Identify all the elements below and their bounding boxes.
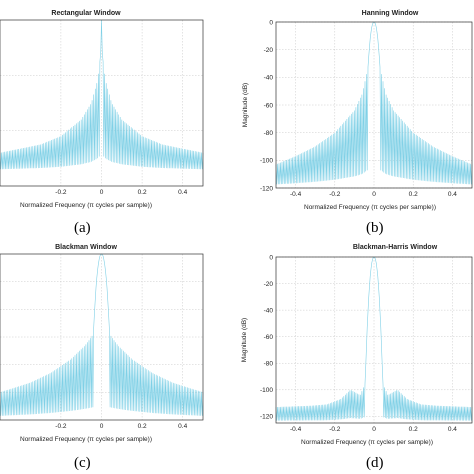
y-tick-label: -120 [260,414,273,421]
plot-frame [0,253,204,421]
x-tick-label: 0.2 [138,189,147,196]
y-tick-label: 0 [269,19,273,26]
y-tick-label: -80 [264,361,274,368]
x-axis-label: Normalized Frequency (π cycles per sampl… [304,204,436,211]
y-tick-label: -60 [264,102,274,109]
plot-frame [275,256,473,424]
x-tick-label: 0 [100,423,104,430]
x-axis-label: Normalized Frequency (π cycles per sampl… [20,436,152,443]
x-tick-label: -0.4 [290,426,302,433]
chart-title: Blackman-Harris Window [353,244,438,251]
x-axis-label: Normalized Frequency (π cycles per sampl… [20,202,152,209]
x-tick-label: 0 [372,191,376,198]
x-tick-label: -0.2 [55,423,67,430]
panel-label: (c) [74,455,91,471]
x-tick-label: 0.2 [409,426,418,433]
plot-frame [275,21,473,189]
panel-blackman-harris-window: Blackman-Harris Window Normalized Freque… [241,244,473,471]
x-tick-label: 0 [100,189,104,196]
x-axis-label: Normalized Frequency (π cycles per sampl… [301,439,433,446]
x-tick-label: 0.4 [448,426,457,433]
panel-blackman-window: Blackman Window Normalized Frequency (π … [0,244,204,471]
x-tick-label: -0.2 [329,191,341,198]
y-tick-label: -40 [264,307,274,314]
x-tick-label: -0.2 [55,189,67,196]
y-tick-label: -20 [264,281,274,288]
y-tick-label: -20 [264,47,274,54]
x-tick-label: 0.2 [138,423,147,430]
panel-label: (b) [366,220,384,236]
panel-label: (a) [74,220,91,236]
y-axis-label: Magnitude (dB) [241,318,248,362]
y-tick-label: -40 [264,75,274,82]
y-tick-label: 0 [269,254,273,261]
x-tick-label: -0.4 [290,191,302,198]
y-tick-label: -60 [264,334,274,341]
plot-frame [0,19,204,187]
x-tick-label: 0 [372,426,376,433]
panel-hanning-window: Hanning Window Normalized Frequency (π c… [242,10,473,236]
panel-rectangular-window: Rectangular Window Normalized Frequency … [0,10,204,236]
x-tick-label: 0.4 [448,191,457,198]
chart-title: Blackman Window [55,244,117,251]
panel-label: (d) [366,455,384,471]
y-tick-label: -120 [260,185,273,192]
x-tick-label: 0.4 [178,423,187,430]
chart-title: Hanning Window [362,10,419,17]
y-tick-label: -80 [264,130,274,137]
x-tick-label: -0.2 [329,426,341,433]
y-tick-label: -100 [260,158,273,165]
x-tick-label: 0.4 [178,189,187,196]
x-tick-label: 0.2 [409,191,418,198]
y-axis-label: Magnitude (dB) [242,83,249,127]
y-tick-label: -100 [260,387,273,394]
chart-title: Rectangular Window [51,10,121,17]
